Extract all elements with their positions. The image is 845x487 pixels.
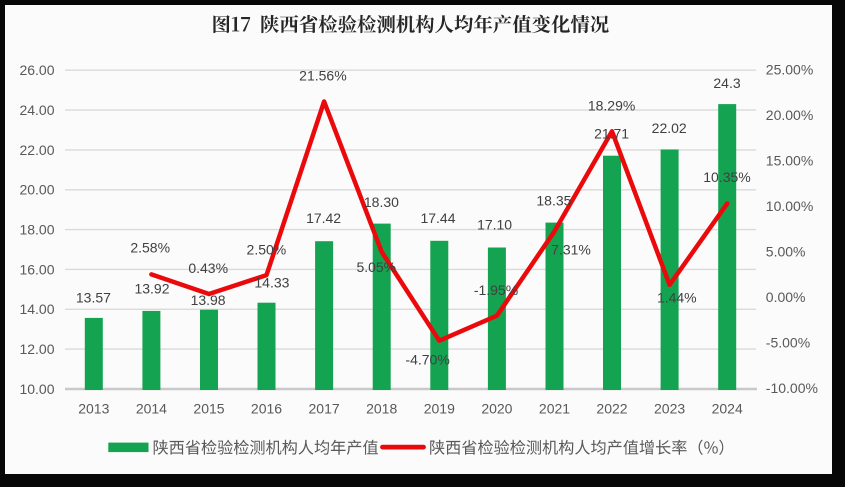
- svg-text:20.00%: 20.00%: [766, 107, 813, 123]
- svg-text:14.33: 14.33: [254, 275, 289, 291]
- svg-text:-1.95%: -1.95%: [474, 282, 518, 298]
- svg-text:-4.70%: -4.70%: [405, 352, 449, 368]
- svg-text:2022: 2022: [596, 401, 627, 417]
- svg-text:13.98: 13.98: [191, 292, 226, 308]
- svg-text:10.35%: 10.35%: [703, 169, 750, 185]
- svg-text:0.00%: 0.00%: [766, 289, 806, 305]
- svg-text:20.00: 20.00: [19, 182, 54, 198]
- svg-text:13.57: 13.57: [76, 289, 111, 305]
- svg-text:2024: 2024: [712, 401, 743, 417]
- svg-text:21.71: 21.71: [594, 126, 629, 142]
- svg-text:2021: 2021: [539, 401, 570, 417]
- svg-text:17.42: 17.42: [306, 210, 341, 226]
- svg-text:2023: 2023: [654, 401, 685, 417]
- svg-text:18.00: 18.00: [19, 222, 54, 238]
- svg-text:13.92: 13.92: [134, 281, 169, 297]
- svg-text:26.00: 26.00: [19, 62, 54, 78]
- svg-text:2.58%: 2.58%: [130, 240, 170, 256]
- svg-text:15.00%: 15.00%: [766, 153, 813, 169]
- svg-text:2015: 2015: [193, 401, 224, 417]
- svg-text:2018: 2018: [366, 401, 397, 417]
- svg-text:22.02: 22.02: [652, 120, 687, 136]
- svg-text:1.44%: 1.44%: [657, 289, 697, 305]
- svg-text:14.00: 14.00: [19, 301, 54, 317]
- svg-text:18.29%: 18.29%: [588, 98, 635, 114]
- svg-text:24.3: 24.3: [713, 75, 740, 91]
- svg-text:10.00%: 10.00%: [766, 198, 813, 214]
- svg-text:12.00: 12.00: [19, 341, 54, 357]
- svg-text:-5.00%: -5.00%: [766, 335, 810, 351]
- svg-text:-10.00%: -10.00%: [766, 380, 818, 396]
- svg-text:2.50%: 2.50%: [247, 242, 287, 258]
- svg-text:18.30: 18.30: [364, 194, 399, 210]
- svg-text:0.43%: 0.43%: [188, 260, 228, 276]
- svg-text:2020: 2020: [481, 401, 512, 417]
- svg-text:17.44: 17.44: [420, 210, 455, 226]
- svg-text:5.00%: 5.00%: [766, 244, 806, 260]
- svg-text:2016: 2016: [251, 401, 282, 417]
- svg-text:7.31%: 7.31%: [551, 241, 591, 257]
- svg-text:2013: 2013: [78, 401, 109, 417]
- svg-text:2014: 2014: [136, 401, 167, 417]
- svg-text:17.10: 17.10: [477, 216, 512, 232]
- svg-text:5.05%: 5.05%: [356, 259, 396, 275]
- svg-text:18.35: 18.35: [536, 192, 571, 208]
- svg-text:25.00%: 25.00%: [766, 62, 813, 78]
- svg-text:24.00: 24.00: [19, 102, 54, 118]
- svg-text:16.00: 16.00: [19, 261, 54, 277]
- svg-text:21.56%: 21.56%: [299, 68, 346, 84]
- svg-text:2019: 2019: [424, 401, 455, 417]
- svg-text:10.00: 10.00: [19, 381, 54, 397]
- svg-text:2017: 2017: [309, 401, 340, 417]
- svg-text:22.00: 22.00: [19, 142, 54, 158]
